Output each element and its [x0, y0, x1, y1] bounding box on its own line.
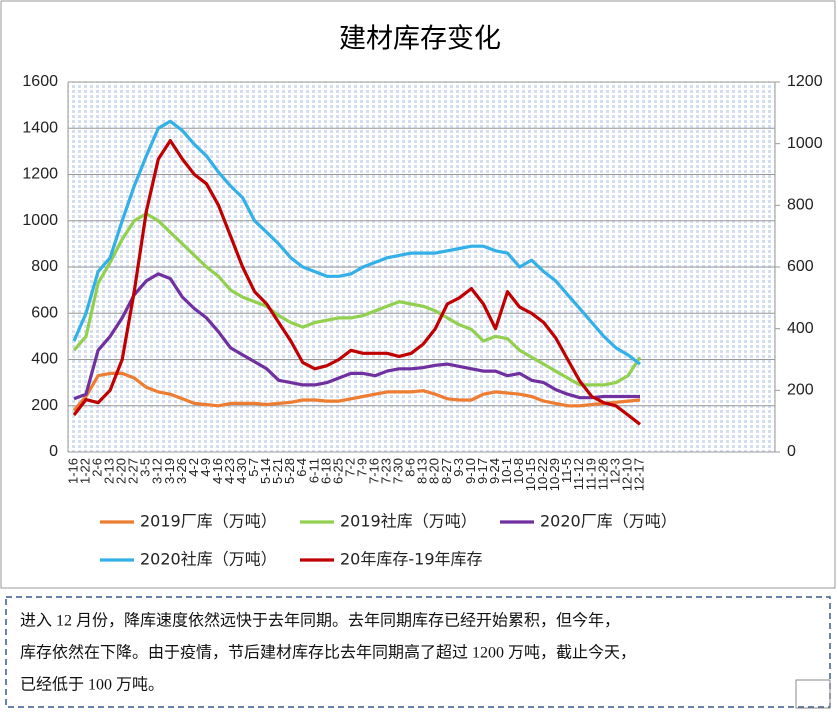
x-tick-label: 4-16 [210, 458, 225, 484]
y-tick-label: 1600 [22, 73, 58, 90]
x-tick-label: 9-10 [463, 458, 478, 484]
legend-label: 2019社库（万吨） [340, 512, 477, 531]
series-line [72, 212, 642, 387]
x-tick-label: 10-1 [499, 458, 514, 484]
series-line [73, 272, 640, 401]
legend-label: 2020社库（万吨） [140, 550, 277, 569]
x-tick-label: 11-26 [595, 458, 610, 490]
y-tick-label: 800 [31, 258, 58, 275]
text-box-line: 库存依然在下降。由于疫情，节后建材库存比去年同期高了超过 1200 万吨，截止今… [20, 644, 636, 662]
x-tick-label: 7-30 [391, 458, 406, 484]
series-line [72, 119, 641, 366]
x-tick-label: 8-6 [403, 458, 418, 477]
x-tick-label: 8-27 [439, 458, 454, 484]
y2-tick-label: 400 [787, 320, 814, 337]
x-tick-label: 3-19 [162, 458, 177, 484]
x-tick-label: 4-23 [222, 458, 237, 484]
y2-tick-label: 200 [787, 382, 814, 399]
x-tick-label: 6-18 [318, 458, 333, 484]
x-tick-label: 10-8 [511, 458, 526, 484]
x-tick-label: 4-30 [234, 458, 249, 484]
x-tick-label: 7-23 [379, 458, 394, 484]
x-tick-label: 10-15 [523, 458, 538, 491]
x-tick-label: 1-16 [65, 458, 80, 484]
legend-label: 20年库存-19年库存 [340, 550, 483, 569]
text-box-line: 已经低于 100 万吨。 [20, 676, 164, 694]
x-tick-label: 12-10 [619, 458, 634, 491]
x-tick-label: 2-20 [114, 458, 129, 484]
x-tick-label: 6-25 [330, 458, 345, 484]
y-tick-label: 0 [49, 443, 58, 460]
legend-label: 2019厂库（万吨） [140, 512, 277, 531]
y-tick-label: 1400 [22, 119, 58, 136]
x-tick-label: 10-22 [535, 458, 550, 491]
x-tick-label: 9-24 [487, 458, 502, 484]
x-tick-label: 4-2 [186, 458, 201, 477]
x-tick-label: 2-6 [90, 458, 105, 477]
text-box-line: 进入 12 月份，降库速度依然远快于去年同期。去年同期库存已经开始累积，但今年， [20, 612, 620, 630]
y-tick-label: 1000 [22, 212, 58, 229]
x-tick-label: 2-13 [102, 458, 117, 484]
text-box: 进入 12 月份，降库速度依然远快于去年同期。去年同期库存已经开始累积，但今年，… [20, 612, 636, 694]
legend-label: 2020厂库（万吨） [540, 512, 677, 531]
x-tick-label: 3-26 [174, 458, 189, 484]
x-tick-label: 8-13 [415, 458, 430, 484]
x-tick-label: 4-9 [198, 458, 213, 477]
text-box-border [5, 596, 831, 708]
x-tick-label: 5-14 [258, 458, 273, 484]
y2-tick-label: 600 [787, 258, 814, 275]
y2-tick-label: 1000 [787, 135, 823, 152]
y2-tick-label: 0 [787, 443, 796, 460]
y2-tick-label: 1200 [787, 73, 823, 90]
series-line [72, 139, 641, 426]
x-tick-label: 11-19 [583, 458, 598, 490]
x-tick-label: 5-28 [282, 458, 297, 484]
x-tick-label: 3-5 [138, 458, 153, 477]
x-tick-label: 12-3 [607, 458, 622, 484]
y-tick-label: 400 [31, 351, 58, 368]
x-tick-label: 3-12 [150, 458, 165, 484]
x-tick-label: 5-7 [246, 458, 261, 477]
x-tick-label: 9-17 [475, 458, 490, 484]
y-tick-label: 1200 [22, 166, 58, 183]
x-tick-label: 11-12 [571, 458, 586, 490]
x-tick-label: 12-17 [631, 458, 646, 491]
x-tick-label: 7-9 [354, 458, 369, 477]
x-tick-label: 6-4 [294, 458, 309, 477]
x-tick-label: 11-5 [559, 458, 574, 483]
x-tick-label: 7-16 [367, 458, 382, 484]
series-line [72, 371, 641, 412]
x-tick-label: 8-20 [427, 458, 442, 484]
corner-mark [795, 679, 831, 709]
x-tick-label: 6-11 [306, 458, 321, 483]
x-tick-label: 2-27 [126, 458, 141, 484]
y-tick-label: 200 [31, 397, 58, 414]
x-tick-label: 10-29 [547, 458, 562, 491]
y2-tick-label: 800 [787, 197, 814, 214]
y-tick-label: 600 [31, 304, 58, 321]
chart-title: 建材库存变化 [339, 24, 501, 55]
x-tick-label: 7-2 [342, 458, 357, 477]
x-tick-label: 5-21 [270, 458, 285, 484]
x-tick-label: 9-3 [451, 458, 466, 477]
x-tick-label: 1-22 [77, 458, 92, 484]
